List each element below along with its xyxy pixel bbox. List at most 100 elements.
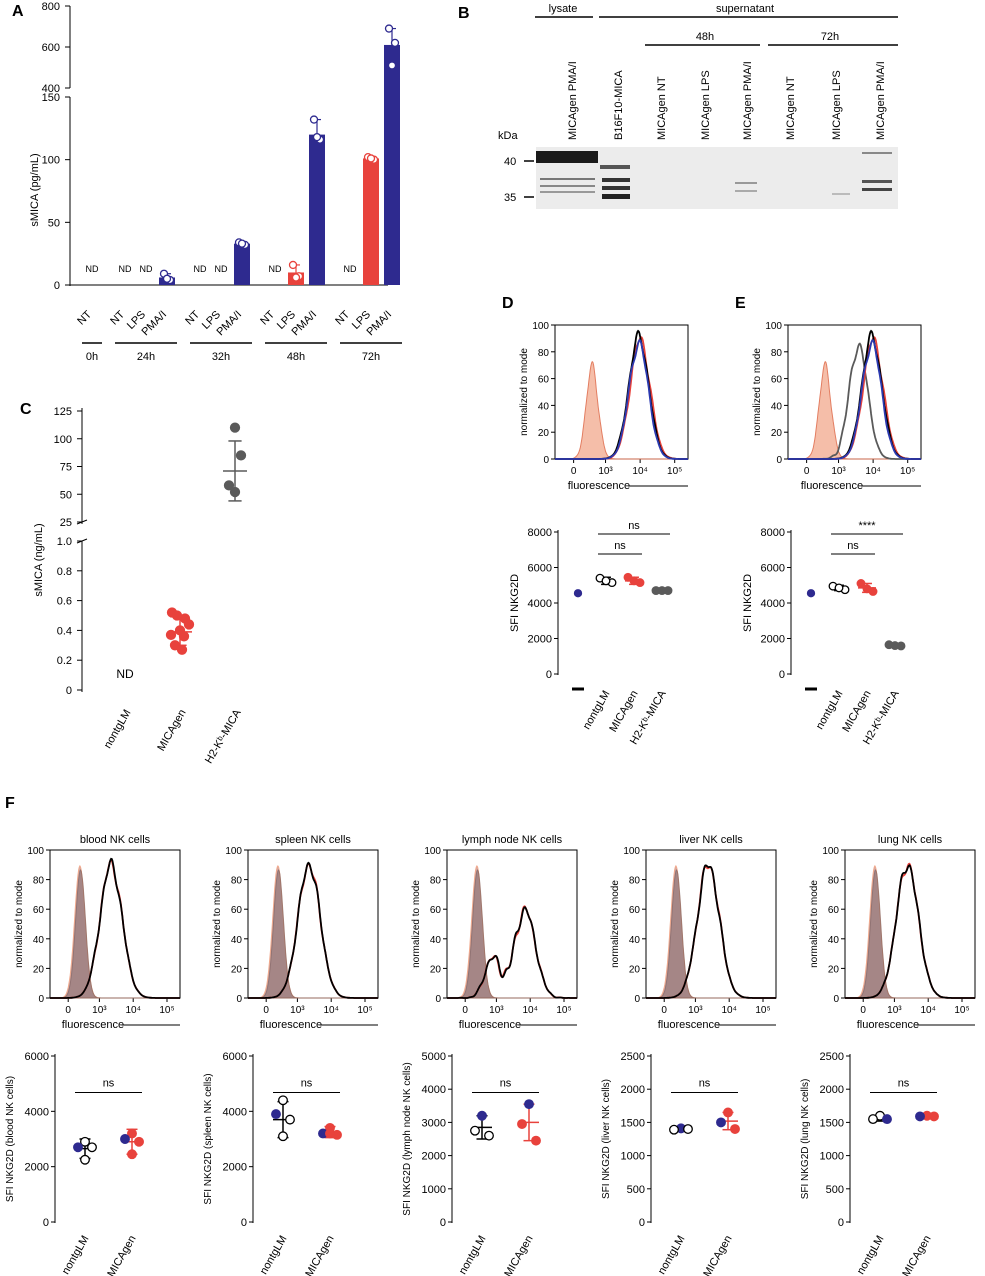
a-bar (309, 134, 325, 285)
f4-hist-xtick-label: 0 (661, 1005, 667, 1016)
a-time-label: 24h (137, 351, 155, 363)
f2-hist-frame (247, 849, 379, 999)
f2-hist-xtick-label: 10⁴ (323, 1005, 338, 1016)
a-point (237, 239, 247, 248)
f1-sig-label: ns (103, 1078, 115, 1090)
f4-nontg-point (683, 1124, 693, 1134)
f5-ylabel: SFI NKG2D (lung NK cells) (800, 1079, 811, 1200)
b16-band-b (602, 178, 630, 182)
f5-hist-xtick-label: 0 (860, 1005, 866, 1016)
f1-hist-xtick-label: 10³ (92, 1005, 107, 1016)
pma48-band-b (735, 190, 757, 192)
f4-title: liver NK cells (679, 834, 743, 846)
f3-nontg-point (484, 1130, 494, 1141)
a-bar (234, 243, 250, 285)
f5-mica-point (929, 1111, 939, 1122)
d-point (657, 586, 667, 596)
e-xtick-label: nontgLM (814, 689, 846, 732)
a-ytick-label: 800 (42, 1, 60, 13)
e-point (862, 584, 872, 594)
c-h2-point (223, 480, 235, 491)
a-nd-label: ND (194, 264, 207, 274)
f1-mica-point (127, 1149, 137, 1160)
panel-d-chart: 0 20 40 60 80 100 0 10³ 10⁴ 10⁵ normalized to mode… (509, 321, 689, 747)
e-hist-h2-micA (788, 342, 921, 460)
f2-hist-xtick-label: 10³ (290, 1005, 305, 1016)
f4-mica-point (730, 1124, 740, 1134)
lane-label-3: MICAgen NT (656, 76, 668, 140)
e-ytick-label: 4000 (761, 598, 785, 610)
f4-hist-frame (645, 849, 777, 999)
f5-hist-ytick-label: 0 (833, 994, 839, 1005)
f1-mica-point (134, 1136, 144, 1147)
c-ytick-label: 25 (60, 517, 72, 529)
lane-label-4: MICAgen LPS (700, 70, 712, 140)
d-hist-xlabel: fluorescence (568, 480, 630, 492)
f1-hist-xlabel: fluorescence (62, 1019, 124, 1031)
c-micagen-point (183, 619, 195, 630)
f3-hist-xtick-label: 0 (462, 1005, 468, 1016)
a-point (288, 260, 298, 270)
c-micagen-point (178, 631, 190, 642)
f4-mica-point (716, 1117, 726, 1128)
d-hist-control (555, 339, 688, 460)
f4-hist-ytick-label: 60 (629, 905, 641, 916)
f3-hist-ytick-label: 100 (424, 846, 441, 857)
e-point (890, 641, 900, 651)
e-ytick-label: 8000 (761, 527, 785, 539)
d-sig-label: ns (628, 520, 640, 532)
f1-ylabel: SFI NKG2D (blood NK cells) (5, 1076, 16, 1202)
f4-ytick-label: 1000 (621, 1151, 645, 1163)
a-nd-label: ND (269, 264, 282, 274)
c-ytick-label: 50 (60, 489, 72, 501)
f1-ytick-label: 6000 (25, 1051, 49, 1063)
e-ytick-label: 2000 (761, 634, 785, 646)
a-point (162, 274, 172, 283)
f1-nontg-point (87, 1142, 97, 1153)
f5-nontg-point (868, 1114, 878, 1125)
a-cond-label: NT (75, 308, 94, 327)
f2-hist-ytick-label: 0 (236, 994, 242, 1005)
d-hist-isotype (555, 360, 688, 460)
f1-hist-ytick-label: 80 (33, 876, 45, 887)
f4-hist-ytick-label: 100 (623, 846, 640, 857)
f5-hist-ytick-label: 40 (828, 935, 840, 946)
f5-ytick-label: 2500 (820, 1051, 844, 1063)
c-ytick-label: 0.6 (57, 596, 72, 608)
f4-ytick-label: 2000 (621, 1084, 645, 1096)
f5-xtick-label: MICAgen (900, 1234, 933, 1276)
a-ytick-label: 100 (42, 155, 60, 167)
f2-title: spleen NK cells (275, 834, 351, 846)
pma48-band-a (735, 182, 757, 184)
f3-hist-ylabel: normalized to mode (411, 880, 422, 968)
f4-hist-ytick-label: 40 (629, 935, 641, 946)
f4-mica-point (723, 1107, 733, 1118)
a-cond-label: NT (183, 308, 202, 327)
lane-label-8: MICAgen PMA/I (875, 61, 887, 140)
f5-hist-frame (844, 849, 976, 999)
f3-nontg-point (470, 1125, 480, 1136)
f3-xtick-label: MICAgen (502, 1234, 535, 1276)
f1-nontg-point (80, 1136, 90, 1147)
f2-hist-xlabel: fluorescence (260, 1019, 322, 1031)
f5-hist-xtick-label: 10³ (887, 1005, 902, 1016)
d-hist-xtick-label: 10³ (598, 466, 613, 477)
lysate-band-b (540, 185, 595, 187)
f1-hist-nontg (50, 857, 180, 999)
a-point (309, 115, 319, 124)
d-ytick-label: 0 (546, 669, 552, 681)
f2-xtick-label: MICAgen (303, 1234, 336, 1276)
lysate-band-a (540, 178, 595, 180)
e-point (834, 583, 844, 593)
f4-xtick-label: nontgLM (656, 1234, 688, 1276)
f3-hist-ytick-label: 80 (430, 876, 442, 887)
f1-hist-xtick-label: 0 (65, 1005, 71, 1016)
c-nd-label: ND (116, 667, 134, 681)
f5-hist-ytick-label: 60 (828, 905, 840, 916)
f4-ytick-label: 2500 (621, 1051, 645, 1063)
panel-label-e: E (735, 295, 746, 312)
lane-label-7: MICAgen LPS (831, 70, 843, 140)
c-micagen-point (171, 610, 183, 621)
panel-label-f: F (5, 795, 15, 812)
f5-ytick-label: 0 (838, 1217, 844, 1229)
